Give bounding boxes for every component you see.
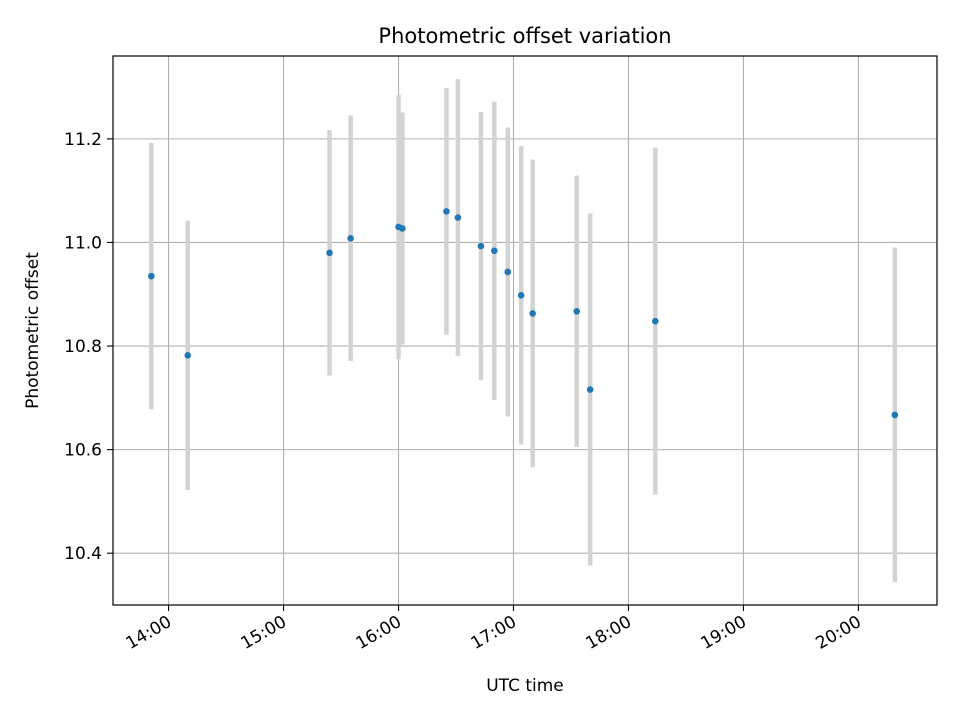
y-tick-label: 10.6 [64,441,102,461]
y-axis-label: Photometric offset [23,252,43,409]
y-tick-label: 11.0 [64,233,102,253]
data-point [586,386,594,393]
data-point [517,291,525,299]
data-point [326,249,333,257]
chart-title: Photometric offset variation [378,24,671,48]
data-point [477,242,485,250]
data-point [504,268,512,276]
data-point [184,352,192,359]
data-points [148,208,899,419]
y-tick-label: 10.4 [64,544,102,564]
data-point [529,310,536,317]
y-axis-ticks: 10.4 10.6 10.8 11.0 11.2 [64,130,113,564]
data-point [399,225,406,232]
data-point [148,272,155,280]
x-axis-label: UTC time [486,676,564,696]
y-tick-label: 11.2 [64,130,102,150]
plot-frame [112,55,938,606]
data-point [443,208,450,215]
data-point [347,235,354,242]
data-point [652,317,659,325]
data-point [491,247,498,255]
y-tick-label: 10.8 [64,337,102,357]
data-point [454,214,462,221]
data-point [573,308,581,315]
data-point [891,411,899,419]
